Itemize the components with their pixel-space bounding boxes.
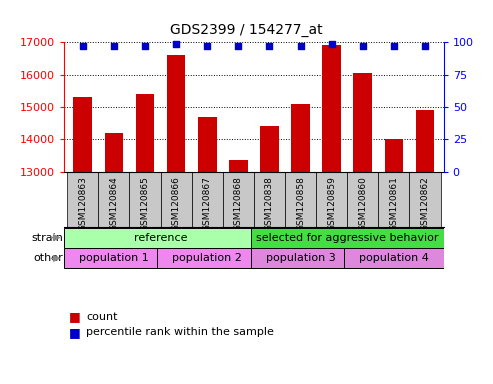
Bar xyxy=(322,45,341,384)
Bar xyxy=(64,248,164,268)
Point xyxy=(79,43,87,49)
Bar xyxy=(73,97,92,384)
Text: GSM120859: GSM120859 xyxy=(327,176,336,231)
Point xyxy=(359,43,367,49)
Bar xyxy=(291,104,310,384)
Point xyxy=(421,43,429,49)
Bar xyxy=(198,117,216,384)
Bar xyxy=(410,172,441,227)
Text: GSM120867: GSM120867 xyxy=(203,176,211,231)
Text: GSM120868: GSM120868 xyxy=(234,176,243,231)
Bar xyxy=(223,172,254,227)
Text: GDS2399 / 154277_at: GDS2399 / 154277_at xyxy=(170,23,323,37)
Text: ■: ■ xyxy=(69,310,81,323)
Bar xyxy=(344,248,444,268)
Point xyxy=(110,43,118,49)
Point xyxy=(172,40,180,46)
Text: population 1: population 1 xyxy=(79,253,149,263)
Point xyxy=(234,43,242,49)
Point xyxy=(328,40,336,46)
Text: GSM120858: GSM120858 xyxy=(296,176,305,231)
Bar xyxy=(385,139,403,384)
Bar xyxy=(64,228,257,248)
Bar xyxy=(130,172,161,227)
Bar xyxy=(316,172,347,227)
Text: GSM120838: GSM120838 xyxy=(265,176,274,231)
Bar xyxy=(105,133,123,384)
Bar xyxy=(353,73,372,384)
Text: ■: ■ xyxy=(69,326,81,339)
Bar xyxy=(67,172,98,227)
Point xyxy=(266,43,274,49)
Bar xyxy=(347,172,378,227)
Text: GSM120864: GSM120864 xyxy=(109,176,118,231)
Bar xyxy=(378,172,410,227)
Bar xyxy=(192,172,223,227)
Bar xyxy=(285,172,316,227)
Bar xyxy=(416,110,434,384)
Text: population 2: population 2 xyxy=(172,253,242,263)
Point xyxy=(390,43,398,49)
Text: selected for aggressive behavior: selected for aggressive behavior xyxy=(256,233,438,243)
Text: GSM120863: GSM120863 xyxy=(78,176,87,231)
Text: GSM120860: GSM120860 xyxy=(358,176,367,231)
Text: strain: strain xyxy=(32,233,64,243)
Point xyxy=(141,43,149,49)
Text: GSM120861: GSM120861 xyxy=(389,176,398,231)
Text: percentile rank within the sample: percentile rank within the sample xyxy=(86,327,274,337)
Bar xyxy=(251,248,351,268)
Text: population 3: population 3 xyxy=(266,253,335,263)
Bar xyxy=(251,228,444,248)
Bar xyxy=(157,248,257,268)
Text: population 4: population 4 xyxy=(359,253,429,263)
Text: count: count xyxy=(86,312,118,322)
Text: GSM120866: GSM120866 xyxy=(172,176,180,231)
Bar xyxy=(254,172,285,227)
Bar xyxy=(167,55,185,384)
Bar xyxy=(136,94,154,384)
Bar xyxy=(260,126,279,384)
Point xyxy=(297,43,305,49)
Text: GSM120862: GSM120862 xyxy=(421,176,429,231)
Bar xyxy=(161,172,192,227)
Text: reference: reference xyxy=(134,233,187,243)
Point xyxy=(203,43,211,49)
Bar xyxy=(98,172,130,227)
Text: other: other xyxy=(34,253,64,263)
Bar xyxy=(229,161,247,384)
Text: GSM120865: GSM120865 xyxy=(141,176,149,231)
